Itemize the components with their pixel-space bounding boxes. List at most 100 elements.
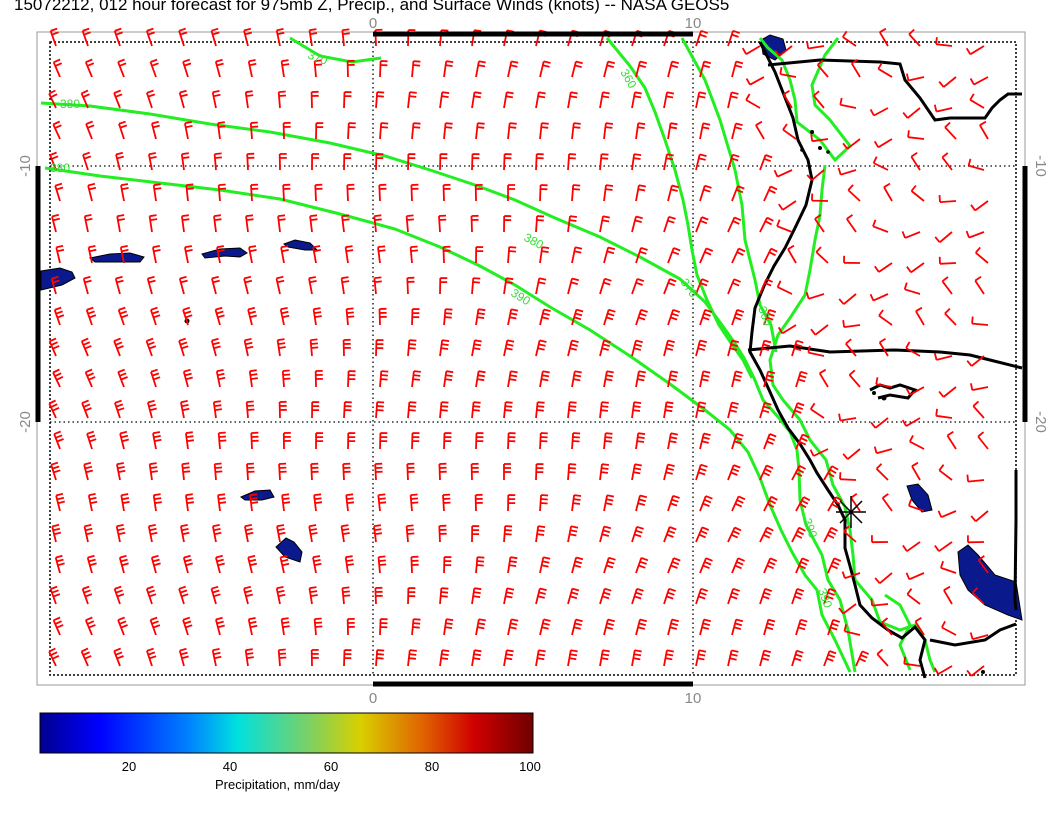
- wind-barb: [50, 461, 61, 481]
- wind-barb: [883, 182, 893, 202]
- wind-barb: [152, 431, 162, 450]
- wind-barb: [731, 495, 746, 512]
- wind-barb: [443, 556, 452, 574]
- wind-barb: [247, 306, 258, 326]
- wind-barb: [807, 345, 825, 357]
- wind-barb: [539, 184, 548, 202]
- wind-barb: [699, 557, 713, 574]
- wind-barb: [971, 587, 985, 605]
- wind-barb: [816, 59, 829, 78]
- wind-barb: [667, 60, 680, 78]
- wind-barb: [745, 93, 761, 109]
- wind-barb: [838, 413, 857, 422]
- wind-barb: [731, 309, 745, 326]
- wind-barb: [631, 463, 642, 481]
- wind-barb: [373, 214, 382, 233]
- wind-barb: [663, 153, 674, 171]
- wind-barb: [727, 526, 742, 543]
- wind-barb: [759, 401, 772, 419]
- wind-barb: [245, 400, 255, 419]
- wind-barb: [116, 462, 126, 481]
- wind-barb: [631, 649, 642, 667]
- wind-barb: [438, 214, 447, 233]
- wind-barb: [83, 524, 94, 543]
- wind-barb: [503, 587, 515, 605]
- wind-barb: [935, 408, 953, 419]
- wind-barb: [55, 244, 65, 264]
- wind-barb: [507, 246, 517, 264]
- wind-barb: [503, 649, 514, 667]
- wind-barb: [970, 383, 989, 391]
- wind-barb: [375, 339, 384, 357]
- contour-label: 390: [815, 586, 835, 610]
- wind-barb: [535, 215, 545, 233]
- wind-barb: [53, 306, 65, 326]
- wind-barb: [312, 245, 321, 264]
- wind-barb: [80, 647, 92, 667]
- left-tick-minus20: -20: [17, 411, 34, 433]
- wind-barb: [843, 255, 861, 264]
- wind-barb: [217, 183, 227, 202]
- contour-label: 390: [800, 516, 820, 540]
- wind-barb: [842, 319, 861, 328]
- wind-barb: [243, 27, 253, 47]
- location-marker: [836, 496, 866, 528]
- wind-barb: [805, 291, 825, 300]
- wind-barb: [727, 91, 739, 109]
- wind-barb: [149, 58, 159, 78]
- contour-label: 380: [50, 161, 70, 175]
- wind-barb: [182, 554, 193, 574]
- wind-barb: [379, 432, 388, 450]
- wind-barb: [567, 339, 579, 357]
- wind-barb: [146, 89, 156, 109]
- wind-barb: [635, 246, 648, 264]
- wind-barb: [763, 370, 776, 388]
- wind-barb: [839, 97, 857, 109]
- wind-barb: [405, 214, 414, 233]
- wind-barb: [869, 293, 889, 302]
- wind-barb: [503, 463, 511, 480]
- wind-barb: [442, 183, 451, 202]
- wind-barb: [695, 216, 709, 233]
- wind-barb: [347, 370, 356, 388]
- wind-barb: [663, 649, 674, 667]
- wind-barb: [763, 309, 777, 326]
- wind-barb: [119, 245, 129, 264]
- wind-barb: [599, 153, 609, 171]
- wind-barb: [971, 316, 989, 326]
- wind-barb: [663, 339, 675, 357]
- wind-barb: [470, 214, 479, 233]
- wind-barb: [507, 370, 518, 388]
- wind-barb: [152, 245, 161, 264]
- wind-barb: [115, 524, 126, 543]
- wind-barb: [911, 461, 921, 481]
- wind-barb: [49, 27, 59, 47]
- wind-barb: [535, 339, 547, 357]
- wind-barb: [407, 153, 416, 171]
- wind-barb: [847, 184, 861, 202]
- wind-barb: [439, 649, 450, 667]
- wind-barb: [311, 153, 320, 171]
- wind-barb: [212, 524, 222, 543]
- wind-barb: [346, 59, 355, 78]
- right-tick-minus10: -10: [1032, 155, 1049, 177]
- colorbar-tick: 80: [424, 759, 440, 774]
- wind-barb: [407, 649, 417, 667]
- coastal-islands: [800, 130, 985, 674]
- wind-barb: [943, 585, 953, 605]
- wind-barb: [727, 153, 740, 171]
- wind-barb: [118, 554, 129, 574]
- wind-barb: [507, 556, 518, 574]
- wind-barb: [375, 91, 385, 109]
- wind-barb: [791, 526, 806, 543]
- wind-barb: [210, 337, 221, 357]
- contour-label: 360: [755, 304, 775, 328]
- wind-barb: [344, 245, 354, 264]
- wind-barb: [539, 246, 550, 264]
- wind-barb: [910, 184, 925, 202]
- wind-barb: [313, 617, 323, 636]
- wind-barb: [809, 402, 825, 419]
- wind-barb: [635, 308, 648, 326]
- wind-barb: [763, 557, 778, 574]
- wind-barb: [474, 493, 483, 512]
